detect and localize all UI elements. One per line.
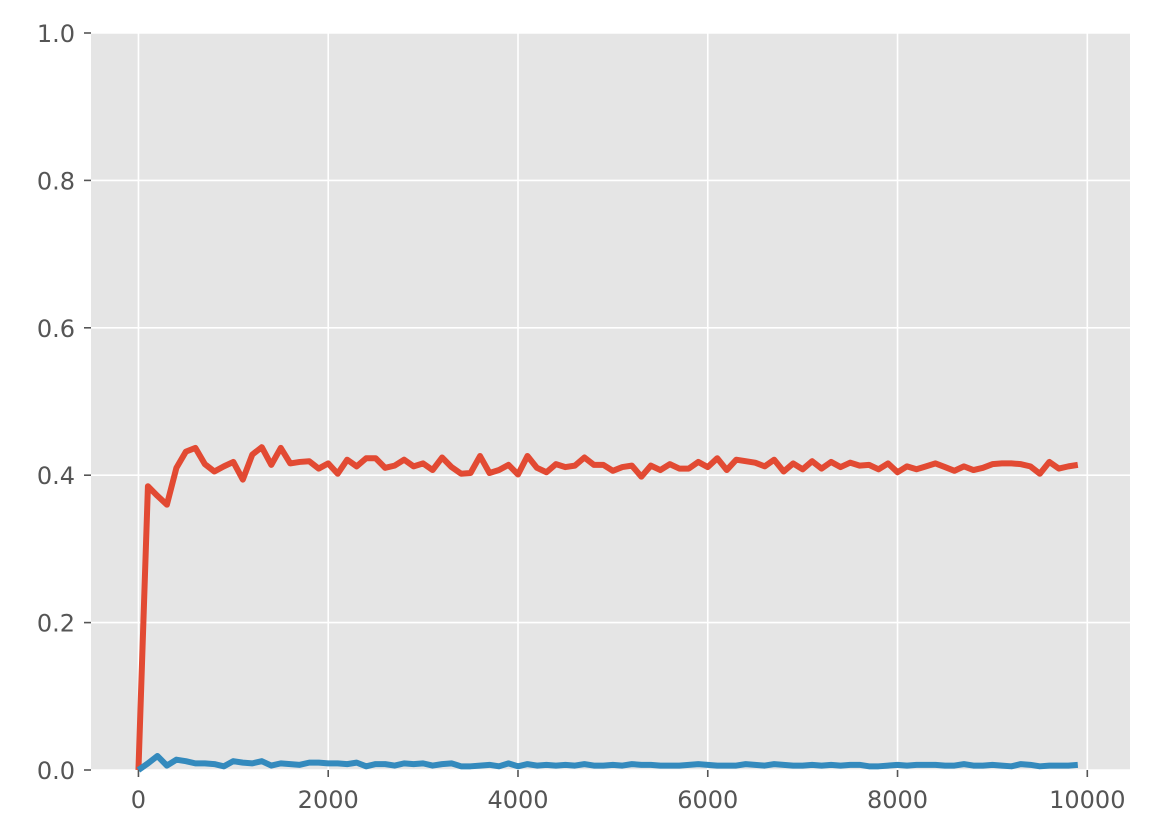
y-tick-label: 0.6 (37, 315, 75, 343)
x-tick-label: 8000 (867, 786, 928, 814)
series-line-2 (136, 753, 1079, 773)
y-tick-label: 0.2 (37, 610, 75, 638)
y-axis-ticks: 0.0 0.2 0.4 0.6 0.8 1.0 (37, 20, 91, 785)
series-group (135, 444, 1079, 773)
grid-lines (91, 32, 1130, 771)
y-tick-label: 1.0 (37, 20, 75, 48)
x-axis-ticks: 0 2000 4000 6000 8000 10000 (131, 770, 1125, 814)
plot-background (91, 33, 1130, 770)
x-tick-label: 2000 (298, 786, 359, 814)
x-tick-label: 6000 (677, 786, 738, 814)
x-tick-label: 0 (131, 786, 146, 814)
x-tick-label: 10000 (1049, 786, 1125, 814)
x-tick-label: 4000 (487, 786, 548, 814)
series-line-1 (135, 444, 1079, 771)
y-tick-label: 0.8 (37, 167, 75, 195)
y-tick-label: 0.0 (37, 757, 75, 785)
y-tick-label: 0.4 (37, 462, 75, 490)
